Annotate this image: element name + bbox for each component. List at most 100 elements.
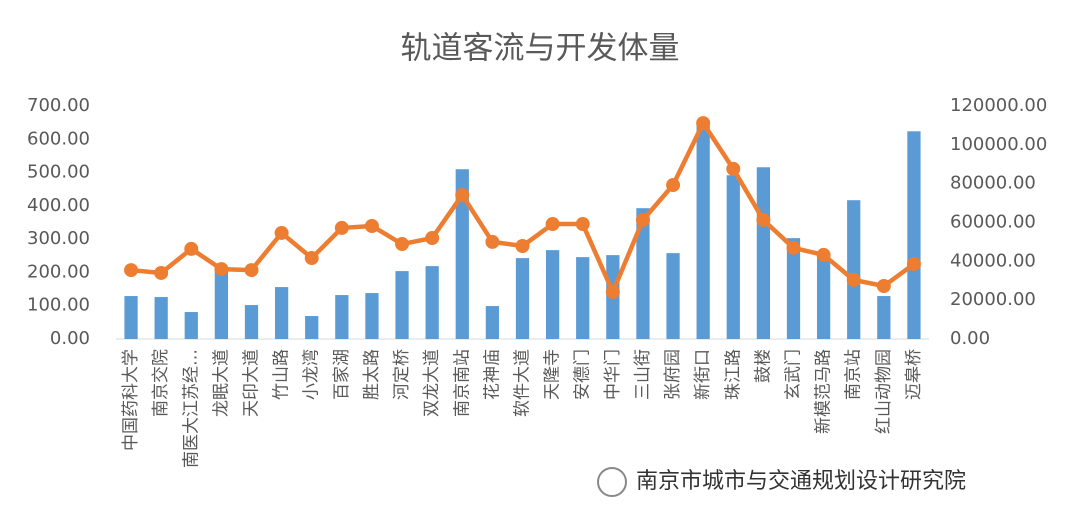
line-marker: [124, 263, 139, 278]
bar: [636, 208, 650, 339]
x-tick-label: 玄武门: [784, 349, 804, 400]
bar: [786, 238, 801, 339]
watermark-icon: [597, 467, 627, 497]
y-tick-label: 700.00: [27, 95, 90, 116]
line-marker: [726, 161, 741, 176]
y2-tick-label: 60000.00: [950, 212, 1036, 233]
line-marker: [184, 241, 199, 256]
x-tick-label: 软件大道: [513, 349, 533, 417]
line-marker: [455, 187, 470, 202]
x-tick-label: 张府园: [663, 349, 683, 400]
x-tick-label: 龙眠大道: [211, 349, 231, 417]
x-tick-label: 花神庙: [482, 349, 502, 400]
line-marker: [274, 225, 289, 240]
bar: [335, 295, 349, 339]
line-marker: [696, 116, 711, 131]
line-marker: [364, 218, 379, 233]
bar: [816, 256, 831, 339]
x-tick-label: 中国药科大学: [121, 349, 141, 451]
bar: [726, 175, 740, 339]
line-marker: [756, 212, 771, 227]
y-tick-label: 400.00: [27, 195, 90, 216]
line-marker: [605, 285, 620, 300]
line-marker: [304, 251, 319, 266]
line-marker: [846, 272, 861, 287]
bar: [184, 312, 198, 339]
bar: [696, 125, 710, 339]
line-marker: [395, 237, 410, 252]
line-marker: [575, 217, 590, 232]
line-marker: [214, 262, 229, 277]
x-tick-label: 鼓楼: [753, 349, 773, 383]
x-tick-label: 南京站: [844, 349, 864, 400]
line-marker: [816, 247, 831, 262]
x-tick-label: 迈皋桥: [904, 349, 924, 400]
bar: [485, 306, 500, 339]
x-tick-label: 竹山路: [272, 349, 292, 400]
y2-tick-label: 40000.00: [950, 250, 1036, 271]
bar: [666, 253, 680, 339]
y-tick-label: 200.00: [27, 261, 90, 282]
bar: [425, 266, 439, 339]
y2-tick-label: 80000.00: [950, 173, 1036, 194]
bar: [365, 293, 379, 339]
x-tick-label: 天隆寺: [543, 349, 563, 400]
x-tick-label: 南京南站: [452, 349, 472, 417]
watermark: 南京市城市与交通规划设计研究院: [597, 467, 966, 497]
y-tick-label: 600.00: [27, 128, 90, 149]
y2-tick-label: 100000.00: [950, 134, 1047, 155]
x-tick-label: 南医大江苏经…: [181, 349, 201, 468]
line-marker: [545, 217, 560, 232]
x-tick-label: 中华门: [603, 349, 623, 400]
line-marker: [425, 231, 440, 246]
line-marker: [154, 265, 169, 280]
line-marker: [485, 234, 500, 249]
bar: [395, 271, 409, 339]
bar: [907, 131, 921, 339]
x-tick-label: 胜太路: [362, 349, 382, 400]
bar: [455, 169, 469, 339]
line-marker: [786, 240, 801, 255]
line-marker: [635, 212, 650, 227]
y-tick-label: 300.00: [27, 228, 90, 249]
y2-tick-label: 20000.00: [950, 289, 1036, 310]
bar: [154, 297, 168, 339]
y2-tick-label: 0.00: [950, 328, 990, 349]
line-marker: [666, 178, 681, 193]
x-tick-label: 天印大道: [242, 349, 262, 417]
y2-tick-label: 120000.00: [950, 95, 1047, 116]
x-tick-label: 珠江路: [723, 349, 743, 400]
bar: [305, 316, 319, 339]
bar: [847, 200, 861, 339]
bar: [877, 296, 891, 339]
line-marker: [244, 263, 259, 278]
bar: [545, 250, 560, 339]
bar: [244, 305, 259, 339]
x-tick-label: 百家湖: [332, 349, 352, 400]
bar: [124, 296, 138, 339]
x-tick-label: 南京交院: [151, 349, 171, 417]
x-tick-label: 河定桥: [392, 349, 412, 400]
bar: [756, 167, 771, 339]
y-tick-label: 100.00: [27, 295, 90, 316]
bar: [214, 268, 229, 339]
bar: [274, 287, 289, 339]
x-tick-label: 新模范马路: [814, 349, 834, 434]
line-marker: [334, 220, 349, 235]
bar: [515, 258, 530, 339]
x-tick-label: 安德门: [573, 349, 593, 400]
x-tick-label: 双龙大道: [422, 349, 442, 417]
line-marker: [906, 257, 921, 272]
x-tick-label: 小龙湾: [302, 349, 322, 400]
line-marker: [876, 278, 891, 293]
x-tick-label: 三山街: [633, 349, 653, 400]
x-tick-label: 红山动物园: [874, 349, 894, 434]
watermark-text: 南京市城市与交通规划设计研究院: [636, 469, 966, 494]
y-tick-label: 500.00: [27, 162, 90, 183]
x-tick-label: 新街口: [693, 349, 713, 400]
chart-title: 轨道客流与开发体量: [401, 31, 680, 67]
bar: [576, 257, 590, 339]
y-tick-label: 0.00: [50, 328, 90, 349]
